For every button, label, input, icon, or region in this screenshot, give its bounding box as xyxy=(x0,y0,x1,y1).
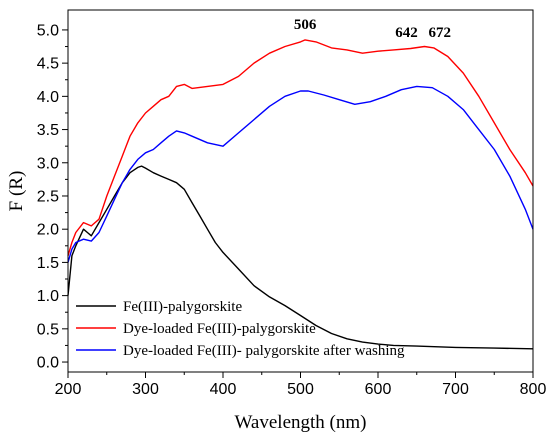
y-tick-label: 1.5 xyxy=(37,255,59,272)
x-tick-label: 700 xyxy=(442,381,469,398)
y-tick-label: 4.5 xyxy=(37,56,59,73)
peak-annotations: 506 642 672 xyxy=(294,17,451,41)
x-tick-label: 800 xyxy=(520,381,547,398)
plot-series xyxy=(67,39,534,350)
x-axis-title: Wavelength (nm) xyxy=(235,412,367,433)
x-tick-label: 200 xyxy=(55,381,82,398)
series-line-2 xyxy=(67,39,534,256)
x-tick-label: 500 xyxy=(287,381,314,398)
y-tick-label: 0.0 xyxy=(37,355,59,372)
peak-label-506: 506 xyxy=(294,17,317,33)
y-tick-label: 3.5 xyxy=(37,122,59,139)
y-tick-label: 2.5 xyxy=(37,188,59,205)
y-tick-label: 2.0 xyxy=(37,222,59,239)
legend-label-2: Dye-loaded Fe(III)-palygorskite xyxy=(123,321,316,337)
y-tick-label: 5.0 xyxy=(37,22,59,39)
legend: Fe(III)-palygorskite Dye-loaded Fe(III)-p… xyxy=(76,299,405,359)
y-axis: 0.0 0.5 1.0 1.5 2.0 2.5 3.0 3.5 4.0 4.5 5.0 xyxy=(37,22,68,372)
y-axis-title: F (R) xyxy=(6,171,27,212)
y-tick-label: 0.5 xyxy=(37,321,59,338)
y-tick-label: 1.0 xyxy=(37,288,59,305)
legend-label-3: Dye-loaded Fe(III)- palygorskite after w… xyxy=(123,343,405,359)
plot-frame xyxy=(67,9,534,373)
series-line-3 xyxy=(67,85,534,263)
y-tick-label: 4.0 xyxy=(37,89,59,106)
y-tick-label: 3.0 xyxy=(37,155,59,172)
x-tick-label: 600 xyxy=(365,381,392,398)
legend-label-1: Fe(III)-palygorskite xyxy=(123,299,242,315)
peak-label-642: 642 xyxy=(395,25,418,41)
peak-label-672: 672 xyxy=(429,25,452,41)
x-tick-label: 400 xyxy=(210,381,237,398)
x-axis: 200 300 400 500 600 700 800 xyxy=(55,372,547,398)
series-line-1 xyxy=(67,165,534,350)
x-tick-label: 300 xyxy=(132,381,159,398)
